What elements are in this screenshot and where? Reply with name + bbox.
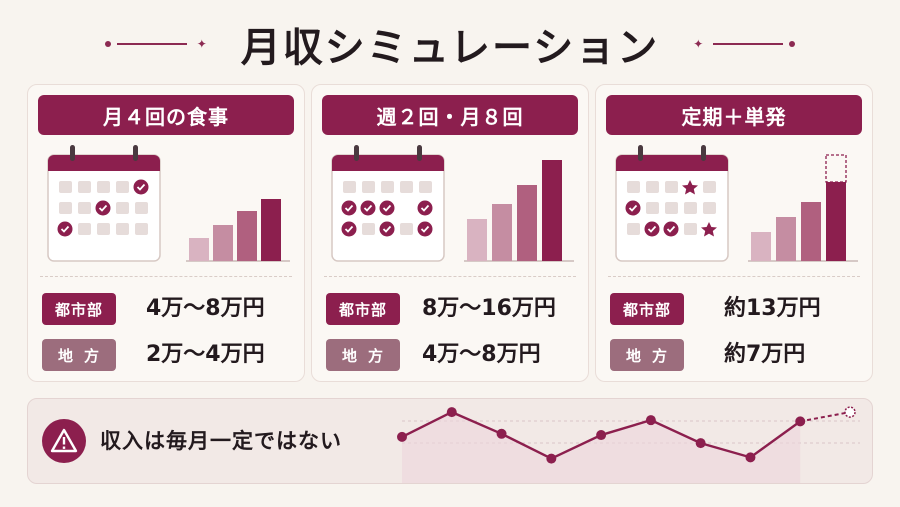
badge-urban: 都市部 [326, 293, 400, 325]
value-rural: 2万～4万円 [146, 342, 265, 367]
badge-rural-char: 地 [341, 346, 358, 365]
title-row: ✦ 月収シミュレーション ✦ [0, 14, 900, 74]
warning-text: 収入は毎月一定ではない [100, 429, 342, 453]
badge-rural-char: 地 [625, 346, 642, 365]
value-rural: 約7万円 [724, 342, 806, 367]
title-deco-left: ✦ [104, 37, 207, 51]
fluctuation-line-icon [397, 406, 860, 483]
deco-dot [104, 41, 111, 47]
income-variability-panel: 収入は毎月一定ではない [27, 398, 873, 484]
trend-point [795, 416, 806, 427]
trend-point [397, 431, 407, 442]
card-monthly-4: 月４回の食事 都市部 4万～8万円 地方 [27, 84, 305, 382]
calendar-chart-illustration [331, 145, 574, 262]
trend-point [496, 428, 507, 439]
badge-rural-char: 地 [57, 346, 74, 365]
calendar-chart-illustration [615, 145, 858, 262]
trend-point [844, 406, 856, 418]
badge-rural-char: 方 [84, 346, 101, 365]
trend-area [402, 412, 801, 483]
calendar-chart-illustration [47, 145, 290, 262]
trend-projection [800, 411, 851, 423]
card-header: 定期＋単発 [606, 95, 862, 135]
trend-point [446, 407, 457, 418]
check-icon [57, 179, 149, 237]
badge-rural: 地方 [326, 339, 400, 371]
card-header: 月４回の食事 [38, 95, 294, 135]
deco-dot [789, 41, 796, 47]
card-weekly-2: 週２回・月８回 [311, 84, 589, 382]
bar-chart-icon [186, 199, 290, 262]
trend-point [596, 430, 607, 441]
value-urban: 4万～8万円 [146, 296, 265, 321]
calendar-icon [615, 145, 729, 262]
trend-point [546, 453, 557, 464]
badge-urban: 都市部 [610, 293, 684, 325]
card-divider [608, 276, 860, 277]
deco-line [713, 43, 784, 45]
badge-rural-char: 方 [652, 346, 669, 365]
card-header: 週２回・月８回 [322, 95, 578, 135]
calendar-icon [47, 145, 161, 262]
badge-rural: 地方 [610, 339, 684, 371]
trend-point [745, 452, 756, 463]
star-icon [682, 180, 717, 237]
bar-chart-icon [464, 160, 574, 262]
badge-rural-char: 方 [368, 346, 385, 365]
card-divider [324, 276, 576, 277]
value-urban: 8万～16万円 [422, 296, 556, 321]
sparkle-icon: ✦ [196, 37, 207, 51]
badge-urban: 都市部 [42, 293, 116, 325]
page-title: 月収シミュレーション [240, 25, 660, 71]
check-icon [341, 200, 433, 237]
trend-point [645, 415, 656, 426]
title-deco-right: ✦ [693, 37, 796, 51]
warning-icon [42, 419, 86, 463]
check-icon [625, 200, 679, 237]
card-divider [40, 276, 292, 277]
bar-chart-icon [748, 154, 858, 262]
sparkle-icon: ✦ [693, 37, 704, 51]
card-regular-plus-oneoff: 定期＋単発 [595, 84, 873, 382]
calendar-icon [331, 145, 445, 262]
trend-point [695, 438, 706, 449]
value-urban: 約13万円 [724, 296, 821, 321]
deco-line [116, 43, 187, 45]
badge-rural: 地方 [42, 339, 116, 371]
value-rural: 4万～8万円 [422, 342, 541, 367]
